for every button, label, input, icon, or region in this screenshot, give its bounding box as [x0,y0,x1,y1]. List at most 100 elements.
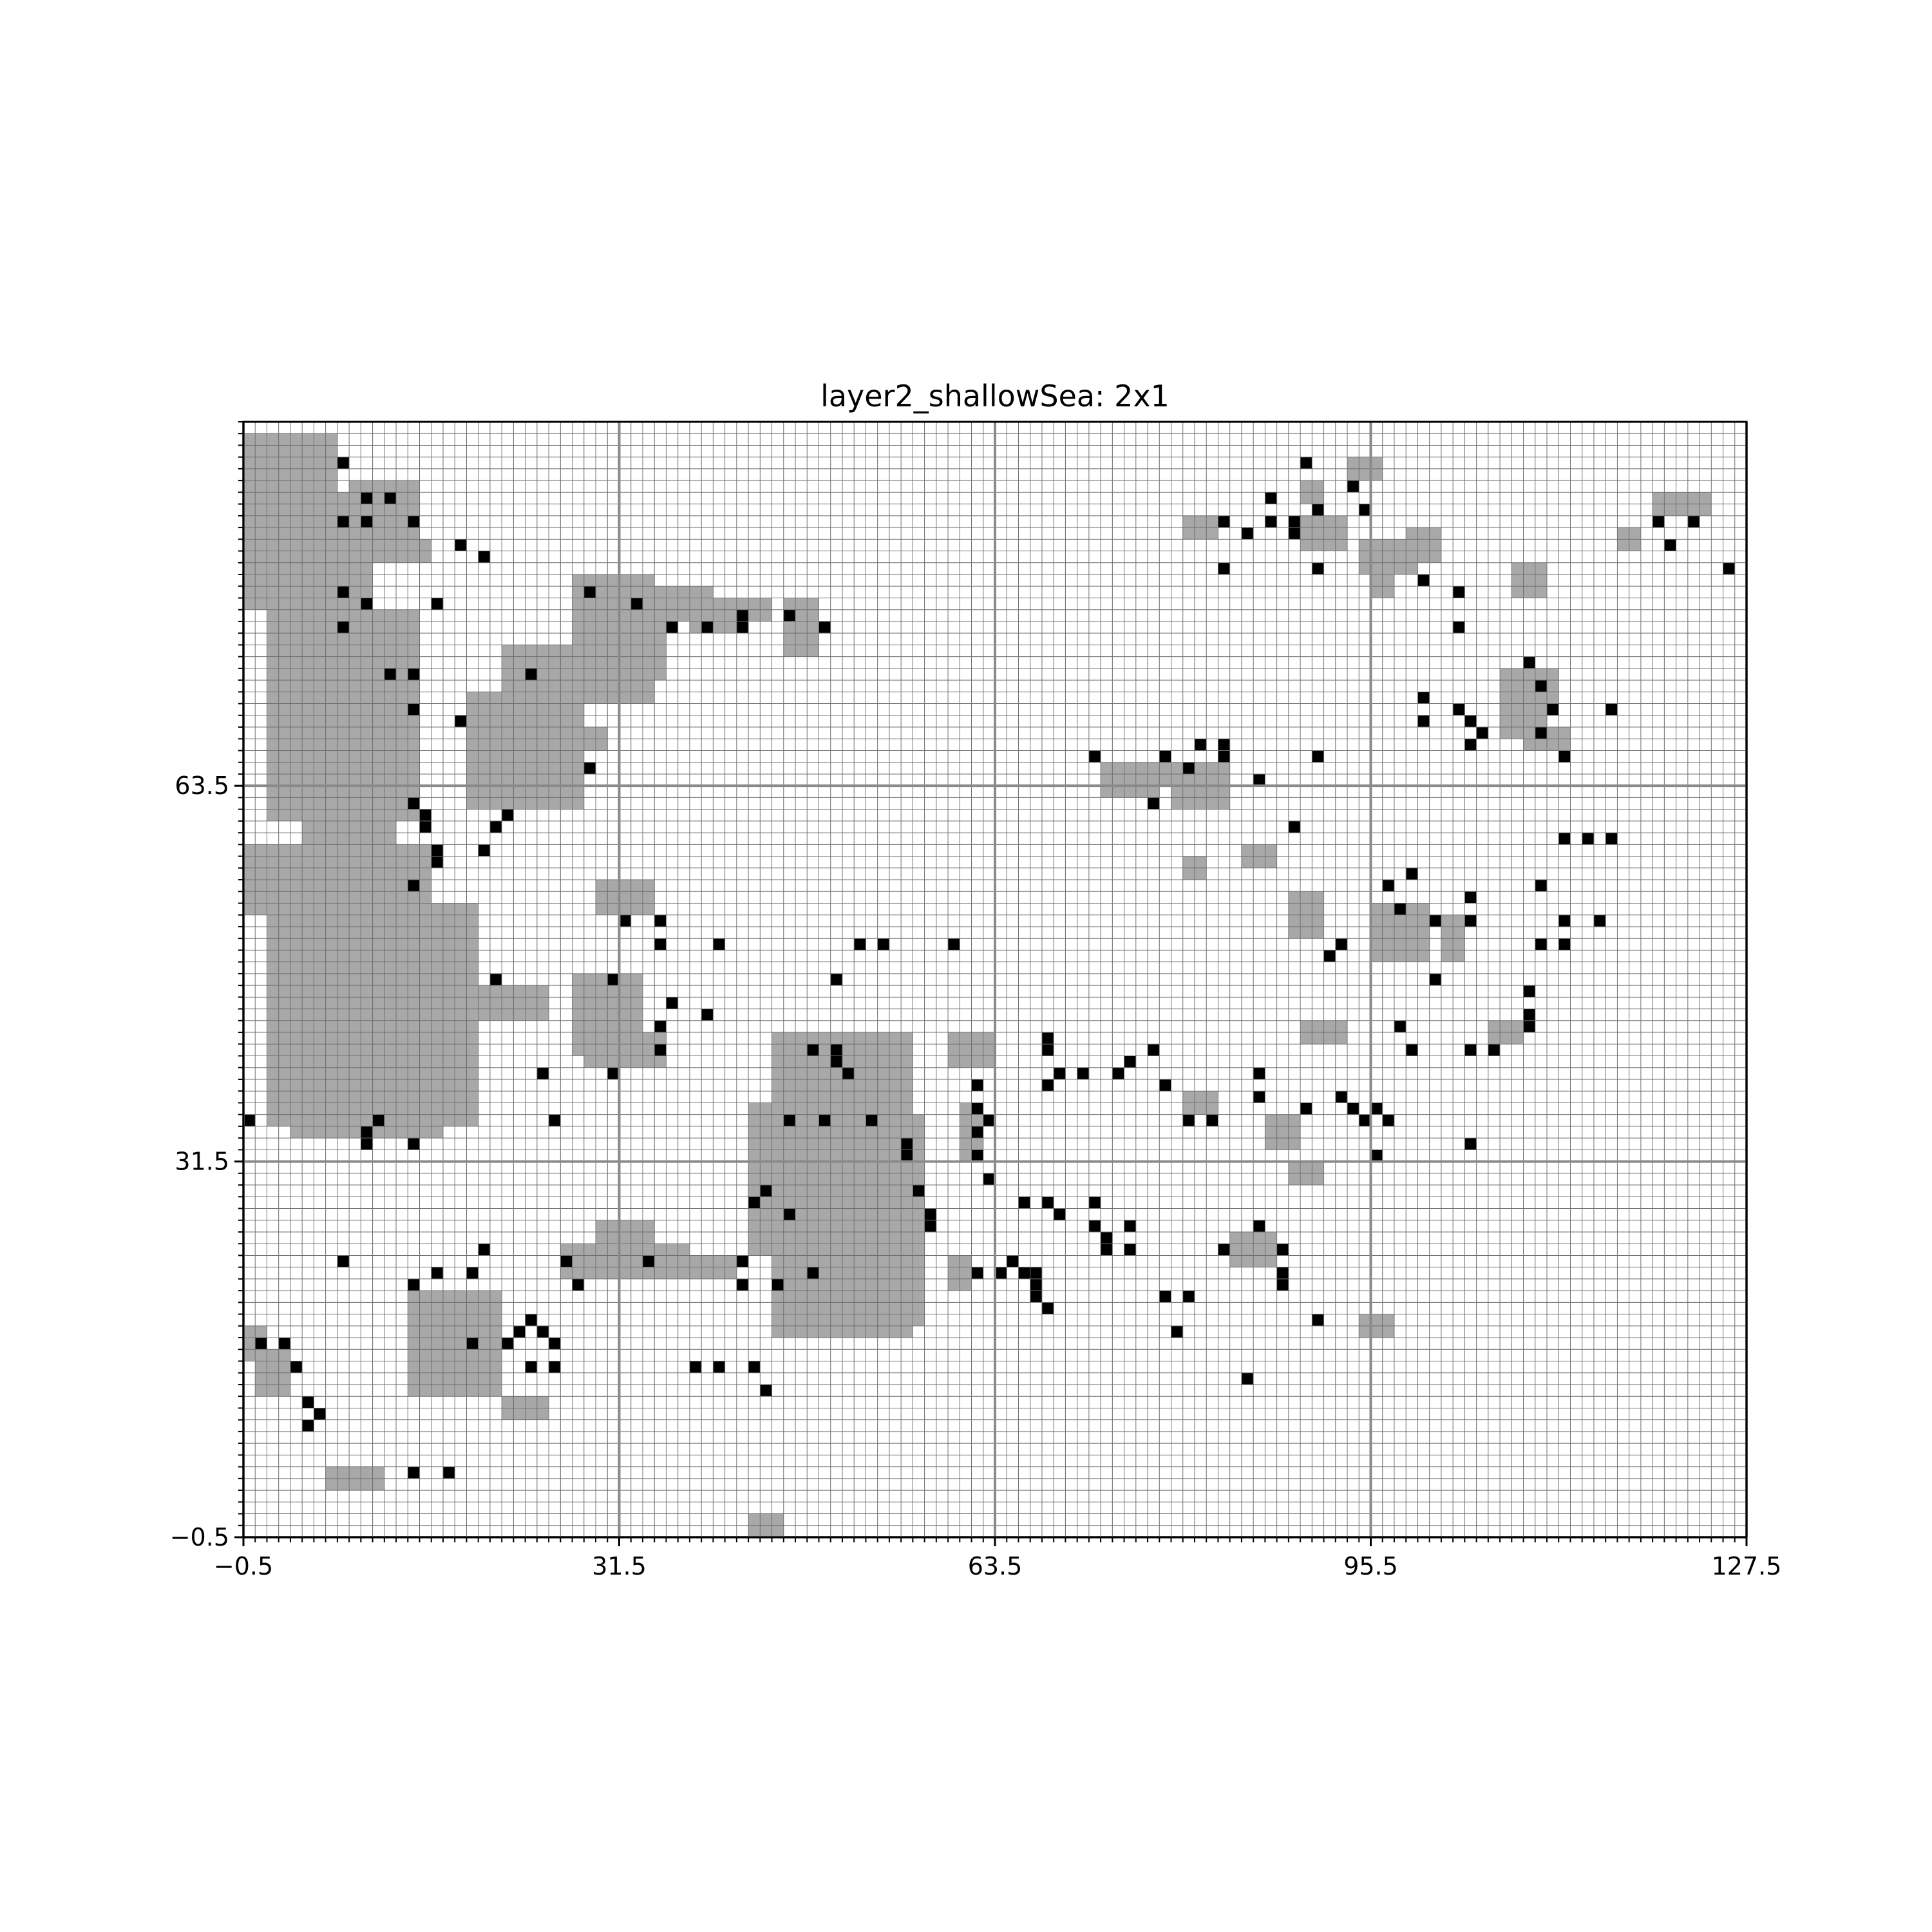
shallow-cell [314,586,326,598]
shallow-cell [442,903,455,915]
shallow-cell [502,680,514,692]
shallow-cell [1523,727,1535,739]
shallow-cell [431,1126,443,1139]
marker-cell [1041,1079,1054,1092]
shallow-cell [337,1114,350,1126]
shallow-cell [478,1291,490,1303]
marker-cell [431,1267,443,1279]
shallow-cell [572,727,584,739]
shallow-cell [384,773,397,786]
shallow-cell [337,1103,350,1115]
shallow-cell [525,656,537,668]
shallow-cell [361,914,373,927]
marker-cell [1535,727,1548,739]
shallow-cell [455,1032,467,1045]
shallow-cell [278,551,290,563]
shallow-cell [513,762,526,774]
shallow-cell [396,891,408,904]
shallow-cell [267,1020,279,1033]
shallow-cell [1182,1103,1195,1115]
shallow-cell [442,1079,455,1092]
shallow-cell [455,1384,467,1397]
shallow-cell [267,797,279,810]
shallow-cell [349,914,361,927]
shallow-cell [748,1126,761,1139]
shallow-cell [536,739,549,751]
shallow-cell [572,668,584,681]
shallow-cell [466,797,478,810]
shallow-cell [278,950,290,962]
shallow-cell [431,1325,443,1338]
shallow-cell [384,797,397,810]
shallow-cell [489,997,502,1009]
shallow-cell [536,997,549,1009]
marker-cell [1429,973,1441,986]
shallow-cell [243,867,256,880]
marker-cell [783,1208,796,1220]
shallow-cell [795,1325,808,1338]
shallow-cell [408,645,420,657]
shallow-cell [713,1267,725,1279]
shallow-cell [583,621,596,634]
shallow-cell [325,692,337,704]
shallow-cell [267,950,279,962]
marker-cell [1312,562,1324,575]
shallow-cell [630,1220,643,1232]
shallow-cell [1265,1244,1277,1256]
shallow-cell [267,1056,279,1068]
shallow-cell [1382,562,1394,575]
shallow-cell [314,574,326,587]
shallow-cell [760,598,772,610]
shallow-cell [325,633,337,645]
shallow-cell [748,1173,761,1186]
shallow-cell [302,598,314,610]
shallow-cell [819,1197,831,1209]
shallow-cell [278,504,290,516]
shallow-cell [290,856,303,868]
shallow-cell [478,1372,490,1385]
shallow-cell [337,844,350,857]
shallow-cell [795,1044,808,1056]
shallow-cell [408,1020,420,1033]
shallow-cell [243,480,256,493]
shallow-cell [877,1255,889,1267]
shallow-cell [466,1361,478,1373]
shallow-cell [431,997,443,1009]
shallow-cell [349,692,361,704]
shallow-cell [267,445,279,457]
shallow-cell [1312,492,1324,504]
shallow-cell [1406,551,1418,563]
shallow-cell [349,680,361,692]
shallow-cell [314,880,326,892]
shallow-cell [302,1009,314,1021]
shallow-cell [1417,938,1430,951]
shallow-cell [267,480,279,493]
shallow-cell [1112,762,1124,774]
shallow-cell [290,773,303,786]
shallow-cell [442,1361,455,1373]
shallow-cell [325,950,337,962]
marker-cell [1112,1067,1124,1079]
shallow-cell [466,1044,478,1056]
shallow-cell [877,1291,889,1303]
shallow-cell [560,680,573,692]
shallow-cell [337,820,350,833]
shallow-cell [337,880,350,892]
shallow-cell [1653,492,1665,504]
shallow-cell [466,1056,478,1068]
shallow-cell [290,1032,303,1045]
shallow-cell [1441,938,1454,951]
shallow-cell [408,914,420,927]
shallow-cell [536,645,549,657]
shallow-cell [960,1044,972,1056]
shallow-cell [913,1208,925,1220]
shallow-cell [724,621,737,634]
shallow-cell [302,1056,314,1068]
shallow-cell [267,692,279,704]
marker-cell [466,1338,478,1350]
shallow-cell [396,515,408,528]
shallow-cell [419,1044,431,1056]
shallow-cell [795,621,808,634]
shallow-cell [619,668,631,681]
y-tick-label: −0.5 [170,1523,229,1551]
